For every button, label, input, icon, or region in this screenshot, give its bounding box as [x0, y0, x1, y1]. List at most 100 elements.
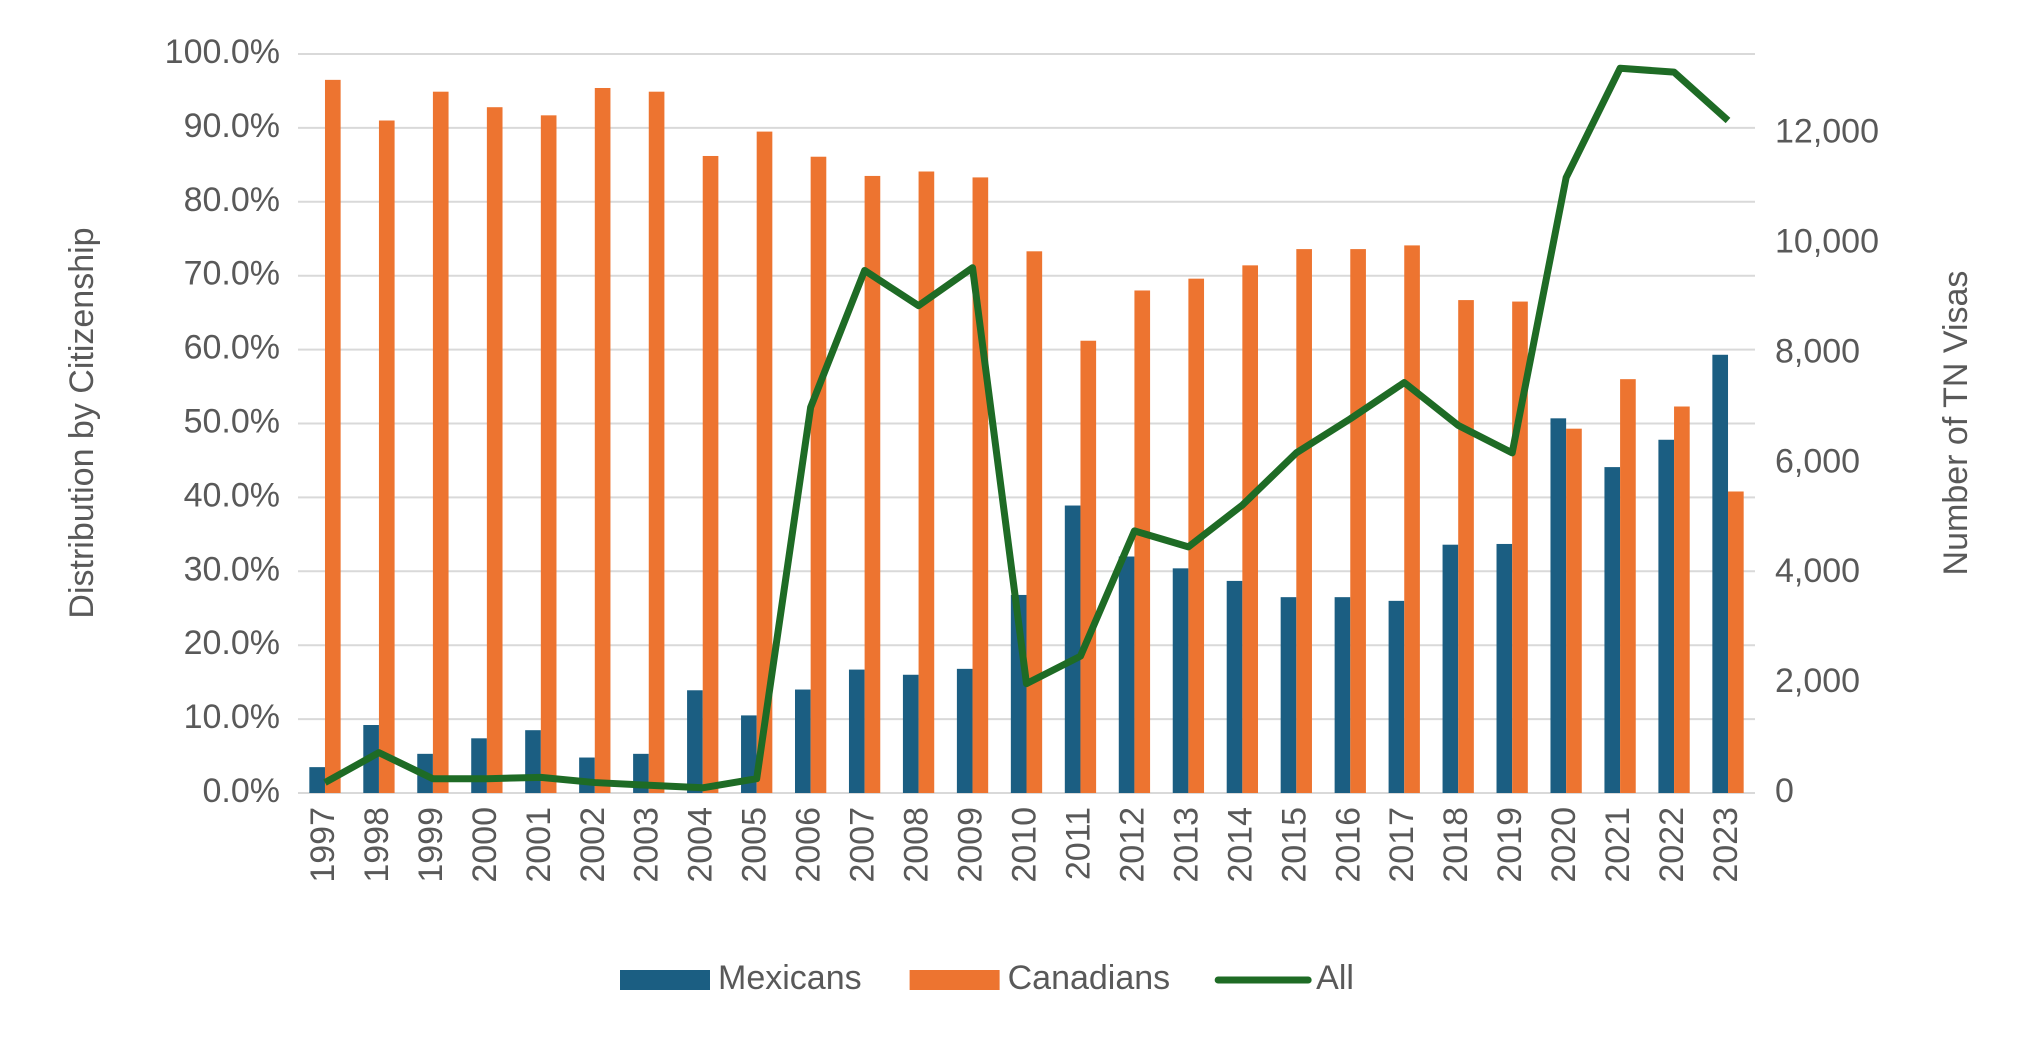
y-tick-label: 50.0% [184, 402, 280, 440]
bar [594, 87, 611, 793]
y-axis-title: Distribution by Citizenship [63, 227, 101, 618]
bar [486, 107, 503, 793]
bar [1134, 290, 1151, 793]
x-tick-label: 2022 [1653, 807, 1691, 883]
bar [741, 715, 757, 793]
bar [525, 730, 541, 793]
x-tick-label: 2010 [1005, 807, 1043, 883]
bar [1566, 428, 1582, 793]
line [323, 64, 1731, 792]
bar [1712, 354, 1729, 793]
bar [956, 668, 973, 793]
x-tick-label: 2012 [1113, 807, 1151, 883]
bar [1080, 340, 1097, 793]
y2-tick-label: 8,000 [1775, 332, 1860, 370]
x-tick-label: 1999 [412, 807, 450, 883]
legend-swatch [620, 970, 710, 990]
y-tick-label: 60.0% [184, 329, 280, 367]
y-tick-label: 20.0% [184, 624, 280, 662]
x-tick-label: 2003 [628, 807, 666, 883]
x-tick-label: 1998 [358, 807, 396, 883]
bar [579, 757, 595, 793]
bar [687, 690, 703, 793]
y-tick-label: 80.0% [184, 181, 280, 219]
bar [471, 738, 487, 793]
bar [848, 669, 865, 793]
bar [1064, 505, 1081, 793]
x-tick-label: 2007 [844, 807, 882, 883]
bar [1458, 300, 1474, 793]
bar [756, 131, 773, 794]
bar [1442, 544, 1459, 793]
x-tick-label: 2023 [1707, 807, 1745, 883]
bar [1334, 597, 1351, 793]
bar [918, 171, 935, 794]
y2-tick-label: 6,000 [1775, 442, 1860, 480]
x-tick-label: 2019 [1491, 807, 1529, 883]
bar [1242, 265, 1259, 793]
y2-tick-label: 4,000 [1775, 552, 1860, 590]
bar [1226, 580, 1243, 793]
x-tick-label: 2020 [1545, 807, 1583, 883]
x-tick-label: 2000 [466, 807, 504, 883]
x-tick-label: 2004 [682, 807, 720, 883]
bar [1604, 467, 1621, 793]
bar [1388, 600, 1405, 793]
y2-tick-label: 12,000 [1775, 113, 1879, 151]
y-tick-label: 90.0% [184, 107, 280, 145]
x-tick-label: 2011 [1059, 807, 1097, 880]
legend-label: Mexicans [718, 959, 862, 997]
bar [702, 155, 719, 793]
bar [1026, 251, 1043, 794]
y-tick-label: 70.0% [184, 255, 280, 293]
y2-axis-title: Number of TN Visas [1937, 271, 1975, 576]
x-tick-label: 2017 [1383, 807, 1421, 883]
bar [1728, 491, 1744, 793]
bar [1620, 379, 1636, 793]
x-tick-label: 2014 [1221, 807, 1259, 883]
bar [1118, 556, 1135, 793]
x-tick-label: 1997 [304, 807, 342, 883]
bar [1550, 418, 1567, 793]
x-tick-label: 2015 [1275, 807, 1313, 883]
y2-tick-label: 10,000 [1775, 223, 1879, 261]
bar [794, 689, 811, 793]
x-tick-label: 2021 [1599, 807, 1637, 883]
y2-tick-label: 0 [1775, 772, 1794, 810]
bar [1496, 543, 1513, 793]
y-tick-label: 30.0% [184, 550, 280, 588]
bar [1296, 249, 1312, 793]
x-tick-label: 2001 [520, 807, 558, 883]
x-tick-label: 2013 [1167, 807, 1205, 883]
x-tick-label: 2016 [1329, 807, 1367, 883]
y-tick-label: 10.0% [184, 698, 280, 736]
bar [1188, 278, 1205, 793]
y2-tick-label: 2,000 [1775, 662, 1860, 700]
bar [540, 115, 557, 794]
bar [309, 767, 325, 793]
y-tick-label: 40.0% [184, 476, 280, 514]
bar [432, 91, 449, 793]
x-tick-label: 2006 [790, 807, 828, 883]
bar [864, 175, 881, 793]
y-tick-label: 100.0% [165, 33, 280, 71]
x-tick-label: 2002 [574, 807, 612, 883]
legend-label: Canadians [1008, 959, 1171, 997]
x-tick-label: 2009 [952, 807, 990, 883]
bar [1172, 568, 1189, 793]
bar [1404, 245, 1420, 793]
bar [1674, 406, 1690, 793]
bar [324, 79, 341, 794]
legend-label: All [1316, 959, 1354, 997]
bar [1350, 249, 1366, 793]
bar [1280, 597, 1297, 793]
x-tick-label: 2018 [1437, 807, 1475, 883]
bar [378, 120, 395, 793]
bar [1658, 439, 1675, 793]
bar [810, 156, 827, 793]
y-tick-label: 0.0% [203, 772, 281, 810]
x-tick-label: 2008 [898, 807, 936, 883]
bar [902, 674, 919, 793]
legend-swatch [909, 970, 1000, 990]
